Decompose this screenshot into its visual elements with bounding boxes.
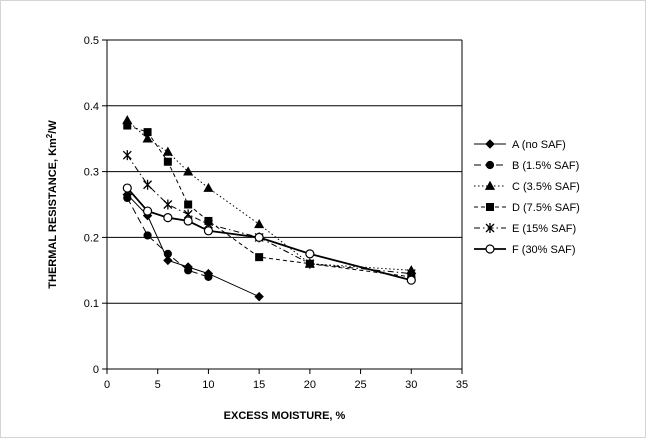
y-tick-label-2: 0.2 — [84, 232, 99, 244]
data-point-1-4 — [204, 272, 213, 281]
legend-marker-0 — [485, 139, 495, 149]
x-tick-label-7: 35 — [456, 379, 468, 391]
data-point-5-1 — [142, 206, 153, 216]
y-tick-label-0: 0 — [93, 364, 99, 376]
data-point-3-0 — [123, 121, 132, 130]
data-point-2-4 — [203, 182, 214, 192]
data-point-1-0 — [123, 193, 132, 203]
data-point-2-2 — [162, 146, 173, 156]
legend-entry-1: B (1.5% SAF) — [474, 160, 579, 172]
axis-layer: 0 0.1 0.2 0.3 0.4 0.5 0 5 10 15 20 25 30 35 — [84, 35, 468, 391]
legend-layer: A (no SAF) B (1.5% SAF) C (3.5% SAF) D (7.5… — [474, 139, 580, 256]
x-axis-title: EXCESS MOISTURE, % — [224, 410, 346, 422]
x-tick-label-4: 20 — [304, 379, 316, 391]
grid-layer — [107, 39, 463, 369]
legend-label-5: F (30% SAF) — [512, 244, 576, 256]
legend-entry-5: F (30% SAF) — [474, 244, 576, 256]
data-point-3-5 — [255, 253, 264, 262]
data-point-5-3 — [183, 216, 193, 226]
legend-entry-0: A (no SAF) — [474, 139, 566, 151]
x-tick-label-1: 5 — [155, 379, 161, 391]
data-point-5-2 — [163, 213, 173, 223]
data-point-4-6 — [305, 258, 315, 269]
legend-label-4: E (15% SAF) — [512, 223, 576, 235]
series-layer — [122, 115, 417, 302]
legend-label-1: B (1.5% SAF) — [512, 160, 579, 172]
data-point-0-5 — [254, 291, 264, 302]
data-point-5-5 — [254, 232, 264, 242]
y-axis-title-main: THERMAL RESISTANCE, Km — [47, 138, 59, 289]
data-point-3-2 — [163, 157, 172, 166]
series-line-2 — [126, 119, 412, 271]
y-axis-title-sup: 2 — [45, 133, 54, 138]
legend-label-0: A (no SAF) — [512, 139, 566, 151]
data-point-5-7 — [406, 275, 416, 285]
y-tick-label-1: 0.1 — [84, 298, 99, 310]
data-point-3-3 — [184, 200, 193, 209]
data-point-2-5 — [254, 219, 265, 229]
legend-label-2: C (3.5% SAF) — [512, 181, 580, 193]
y-axis-title-suffix: /W — [47, 120, 59, 134]
data-point-4-0 — [122, 150, 132, 161]
legend-marker-4 — [485, 223, 495, 233]
data-point-4-1 — [143, 179, 153, 190]
series-5 — [122, 183, 416, 285]
legend-marker-5 — [485, 244, 495, 254]
legend-entry-3: D (7.5% SAF) — [474, 202, 580, 214]
data-point-5-4 — [203, 226, 214, 236]
data-point-3-1 — [143, 128, 152, 137]
legend-entry-4: E (15% SAF) — [474, 223, 576, 235]
data-point-0-2 — [163, 255, 173, 266]
y-tick-label-3: 0.3 — [84, 167, 99, 179]
data-point-2-3 — [183, 166, 194, 176]
data-point-2-1 — [142, 133, 153, 143]
x-tick-label-2: 10 — [202, 379, 214, 391]
data-point-1-1 — [143, 231, 152, 240]
y-axis-title: THERMAL RESISTANCE, Km2/W — [45, 120, 59, 289]
data-point-1-2 — [163, 249, 172, 258]
series-1 — [123, 193, 213, 281]
x-tick-label-3: 15 — [253, 379, 265, 391]
legend-label-3: D (7.5% SAF) — [512, 202, 580, 214]
legend-entry-2: C (3.5% SAF) — [474, 180, 580, 193]
legend-marker-2 — [484, 180, 496, 190]
y-tick-label-4: 0.4 — [84, 101, 99, 113]
legend-marker-3 — [486, 203, 494, 211]
data-point-4-2 — [163, 199, 173, 210]
y-tick-label-5: 0.5 — [84, 35, 99, 47]
legend-marker-1 — [485, 160, 495, 170]
x-tick-label-0: 0 — [104, 379, 110, 391]
data-point-1-3 — [184, 266, 193, 275]
data-point-5-6 — [305, 249, 315, 259]
x-tick-label-5: 25 — [354, 379, 366, 391]
x-tick-label-6: 30 — [405, 379, 417, 391]
data-point-5-0 — [122, 183, 132, 193]
